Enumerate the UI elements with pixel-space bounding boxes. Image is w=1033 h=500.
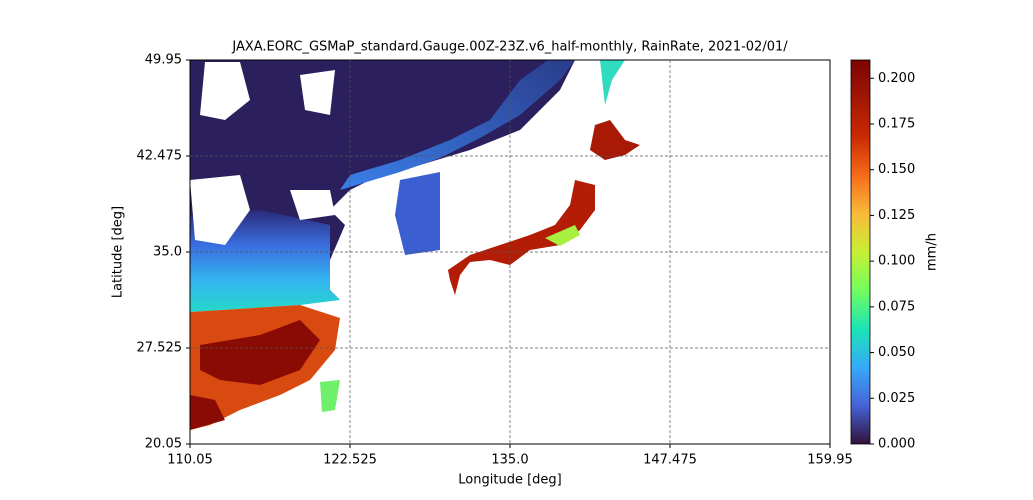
colorbar-tick-label: 0.000 — [878, 437, 915, 452]
colorbar-label: mm/h — [925, 233, 940, 271]
colorbar — [850, 59, 871, 445]
rain-region — [600, 60, 625, 105]
y-tick-label: 27.525 — [137, 341, 183, 356]
x-tick-label: 147.475 — [643, 453, 697, 468]
y-axis-label: Latitude [deg] — [111, 206, 126, 298]
x-axis-label: Longitude [deg] — [458, 473, 561, 488]
colorbar-tick-label: 0.025 — [878, 391, 915, 406]
y-tick-label: 35.0 — [153, 245, 182, 260]
rain-region — [545, 225, 580, 246]
rain-field — [190, 60, 640, 430]
rain-region — [200, 320, 320, 385]
chart-title: JAXA.EORC_GSMaP_standard.Gauge.00Z-23Z.v… — [231, 40, 788, 55]
colorbar-tick-label: 0.125 — [878, 208, 915, 223]
y-tick-label: 20.05 — [145, 437, 182, 452]
colorbar-tick-label: 0.050 — [878, 345, 915, 360]
colorbar-tick-label: 0.150 — [878, 162, 915, 177]
colorbar-tick-label: 0.200 — [878, 71, 915, 86]
y-tick-label: 49.95 — [145, 53, 182, 68]
missing-data — [190, 62, 335, 245]
rain-region — [320, 380, 340, 412]
x-tick-label: 159.95 — [807, 453, 853, 468]
rain-region — [190, 395, 225, 430]
rain-region — [340, 60, 575, 190]
rain-region — [395, 172, 440, 255]
x-tick-label: 110.05 — [167, 453, 213, 468]
x-tick-label: 122.525 — [323, 453, 377, 468]
colorbar-tick-label: 0.075 — [878, 299, 915, 314]
x-tick-label: 135.0 — [491, 453, 528, 468]
colorbar-tick-label: 0.100 — [878, 254, 915, 269]
colorbar-tick-label: 0.175 — [878, 117, 915, 132]
y-tick-label: 42.475 — [137, 149, 183, 164]
rain-region — [590, 120, 640, 160]
